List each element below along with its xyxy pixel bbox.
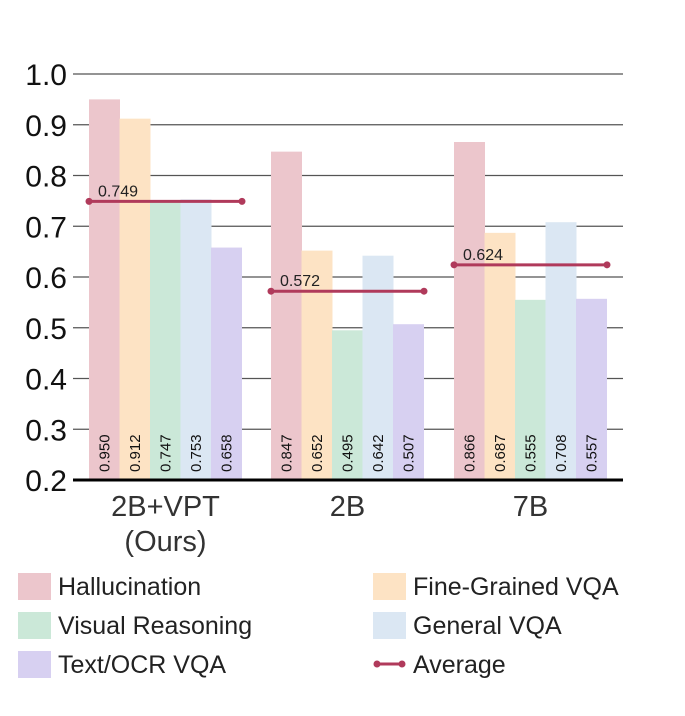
legend-label: Average <box>413 651 506 679</box>
y-tick-label: 0.4 <box>25 364 67 397</box>
bar <box>89 99 120 480</box>
average-value-label: 0.572 <box>280 273 320 290</box>
legend-swatch <box>18 573 51 600</box>
bar <box>150 202 181 480</box>
bar-value-label: 0.753 <box>188 434 205 472</box>
y-tick-label: 0.7 <box>25 211 67 244</box>
average-marker <box>420 287 428 295</box>
average-marker <box>450 261 458 269</box>
bar <box>180 199 212 481</box>
y-tick-label: 1.0 <box>25 59 67 92</box>
y-tick-label: 0.8 <box>25 161 67 194</box>
bar-value-label: 0.642 <box>370 434 387 472</box>
bar <box>332 330 363 480</box>
x-tick-label: 7B <box>513 491 548 523</box>
average-value-label: 0.624 <box>463 247 503 264</box>
x-tick-label: 2B+VPT <box>111 491 220 523</box>
bars: 0.950 0.847 0.866 0.912 0.652 0.687 0.747 0.495… <box>89 99 607 481</box>
legend-swatch <box>18 612 51 639</box>
bar <box>393 324 424 480</box>
legend-swatch-marker <box>398 660 406 668</box>
bar-value-label: 0.555 <box>523 434 540 472</box>
bar <box>454 142 485 480</box>
legend-label: Visual Reasoning <box>58 612 252 640</box>
y-tick-label: 0.9 <box>25 110 67 143</box>
bar-value-label: 0.912 <box>127 434 144 472</box>
average-lines: 0.749 0.572 0.624 <box>85 183 611 295</box>
bar <box>484 232 516 480</box>
bar <box>211 247 242 480</box>
legend-item: Visual Reasoning <box>18 612 252 640</box>
x-tick-label: 2B <box>330 491 365 523</box>
legend-swatch <box>373 612 406 639</box>
average-marker <box>85 197 93 205</box>
y-tick-label: 0.5 <box>25 313 67 346</box>
y-tick-label: 0.6 <box>25 262 67 295</box>
bar-value-label: 0.658 <box>219 434 236 472</box>
bar <box>119 118 151 480</box>
bar <box>362 255 394 480</box>
bar-value-label: 0.950 <box>97 434 114 472</box>
legend-item: Hallucination <box>18 573 201 601</box>
legend-swatch <box>373 573 406 600</box>
bar-value-label: 0.507 <box>401 434 418 472</box>
legend-item: Text/OCR VQA <box>18 651 226 679</box>
bar <box>271 151 302 480</box>
bar-value-label: 0.847 <box>279 434 296 472</box>
legend-item: Average <box>373 651 506 679</box>
legend-swatch <box>18 651 51 678</box>
average-marker <box>267 287 275 295</box>
bar-value-label: 0.652 <box>309 434 326 472</box>
legend-label: Hallucination <box>58 573 201 601</box>
legend-item: General VQA <box>373 612 562 640</box>
x-tick-label-line2: (Ours) <box>124 526 206 558</box>
bar-value-label: 0.708 <box>553 434 570 472</box>
x-axis: 2B+VPT(Ours) 2B 7B <box>73 478 623 558</box>
legend-item: Fine-Grained VQA <box>373 573 619 601</box>
bar-value-label: 0.557 <box>584 434 601 472</box>
average-value-label: 0.749 <box>98 183 138 200</box>
legend: Hallucination Fine-Grained VQA Visual Reas… <box>18 573 619 679</box>
bar-value-label: 0.866 <box>462 434 479 472</box>
bar <box>515 299 546 480</box>
bar-value-label: 0.687 <box>492 434 509 472</box>
bar <box>576 298 607 480</box>
bar-value-label: 0.747 <box>158 434 175 472</box>
average-marker <box>238 197 246 205</box>
y-axis: 0.2 0.3 0.4 0.5 0.6 0.7 0.8 0.9 1.0 <box>25 59 67 498</box>
average-marker <box>603 261 611 269</box>
y-tick-label: 0.3 <box>25 414 67 447</box>
y-tick-label: 0.2 <box>25 465 67 498</box>
legend-label: Fine-Grained VQA <box>413 573 619 601</box>
legend-swatch-marker <box>373 660 381 668</box>
bar <box>301 250 333 480</box>
legend-label: Text/OCR VQA <box>58 651 226 679</box>
legend-label: General VQA <box>413 612 562 640</box>
bar-value-label: 0.495 <box>340 434 357 472</box>
